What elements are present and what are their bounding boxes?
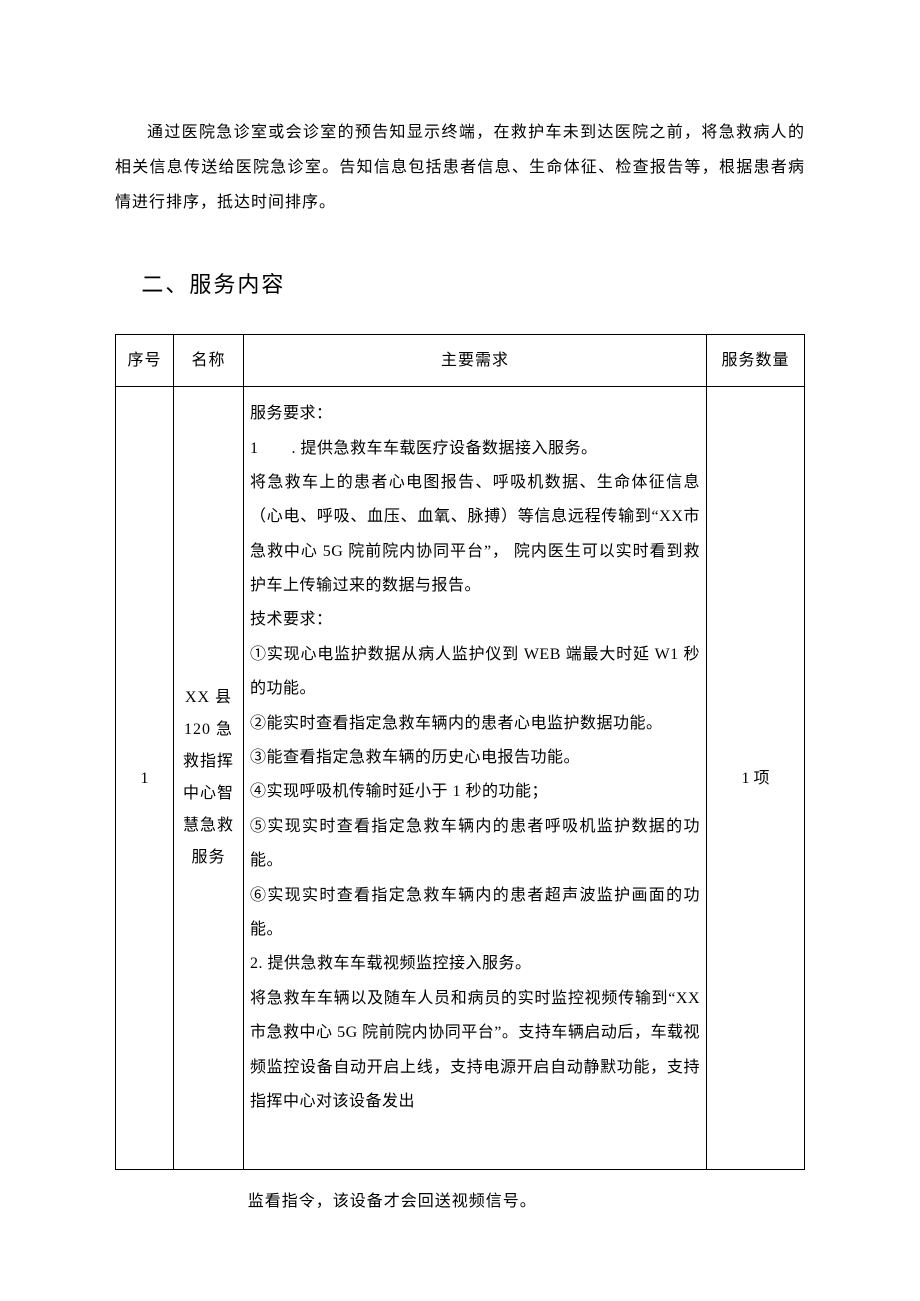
req-line: ③能查看指定急救车辆的历史心电报告功能。 bbox=[250, 741, 700, 775]
req-line: 1 . 提供急救车车载医疗设备数据接入服务。 bbox=[250, 432, 700, 466]
req-line: ①实现心电监护数据从病人监护仪到 WEB 端最大时延 W1 秒的功能。 bbox=[250, 638, 700, 707]
req-line: ②能实时查看指定急救车辆内的患者心电监护数据功能。 bbox=[250, 707, 700, 741]
req-line: ⑥实现实时查看指定急救车辆内的患者超声波监护画面的功能。 bbox=[250, 879, 700, 948]
req-line: 技术要求： bbox=[250, 603, 700, 637]
cell-requirements: 服务要求： 1 . 提供急救车车载医疗设备数据接入服务。 将急救车上的患者心电图… bbox=[244, 387, 707, 1170]
req-line: ⑤实现实时查看指定急救车辆内的患者呼吸机监护数据的功能。 bbox=[250, 810, 700, 879]
cell-name: XX 县 120 急救指挥中心智慧急救服务 bbox=[174, 387, 244, 1170]
section-heading: 二、服务内容 bbox=[141, 261, 805, 309]
req-line: ④实现呼吸机传输时延小于 1 秒的功能； bbox=[250, 775, 700, 809]
table-row: 1 XX 县 120 急救指挥中心智慧急救服务 服务要求： 1 . 提供急救车车… bbox=[116, 387, 805, 1170]
cell-seq: 1 bbox=[116, 387, 174, 1170]
header-seq: 序号 bbox=[116, 334, 174, 386]
intro-paragraph: 通过医院急诊室或会诊室的预告知显示终端，在救护车未到达医院之前，将急救病人的相关… bbox=[115, 115, 805, 221]
req-line: 将急救车车辆以及随车人员和病员的实时监控视频传输到“XX 市急救中心 5G 院前… bbox=[250, 982, 700, 1120]
req-line: 服务要求： bbox=[250, 397, 700, 431]
header-name: 名称 bbox=[174, 334, 244, 386]
header-qty: 服务数量 bbox=[707, 334, 805, 386]
req-line: 将急救车上的患者心电图报告、呼吸机数据、生命体征信息（心电、呼吸、血压、血氧、脉… bbox=[250, 466, 700, 604]
service-table: 序号 名称 主要需求 服务数量 1 XX 县 120 急救指挥中心智慧急救服务 … bbox=[115, 334, 805, 1170]
table-header-row: 序号 名称 主要需求 服务数量 bbox=[116, 334, 805, 386]
after-table-note: 监看指令，该设备才会回送视频信号。 bbox=[248, 1184, 805, 1219]
req-line: 2. 提供急救车车载视频监控接入服务。 bbox=[250, 947, 700, 981]
cell-qty: 1 项 bbox=[707, 387, 805, 1170]
header-req: 主要需求 bbox=[244, 334, 707, 386]
